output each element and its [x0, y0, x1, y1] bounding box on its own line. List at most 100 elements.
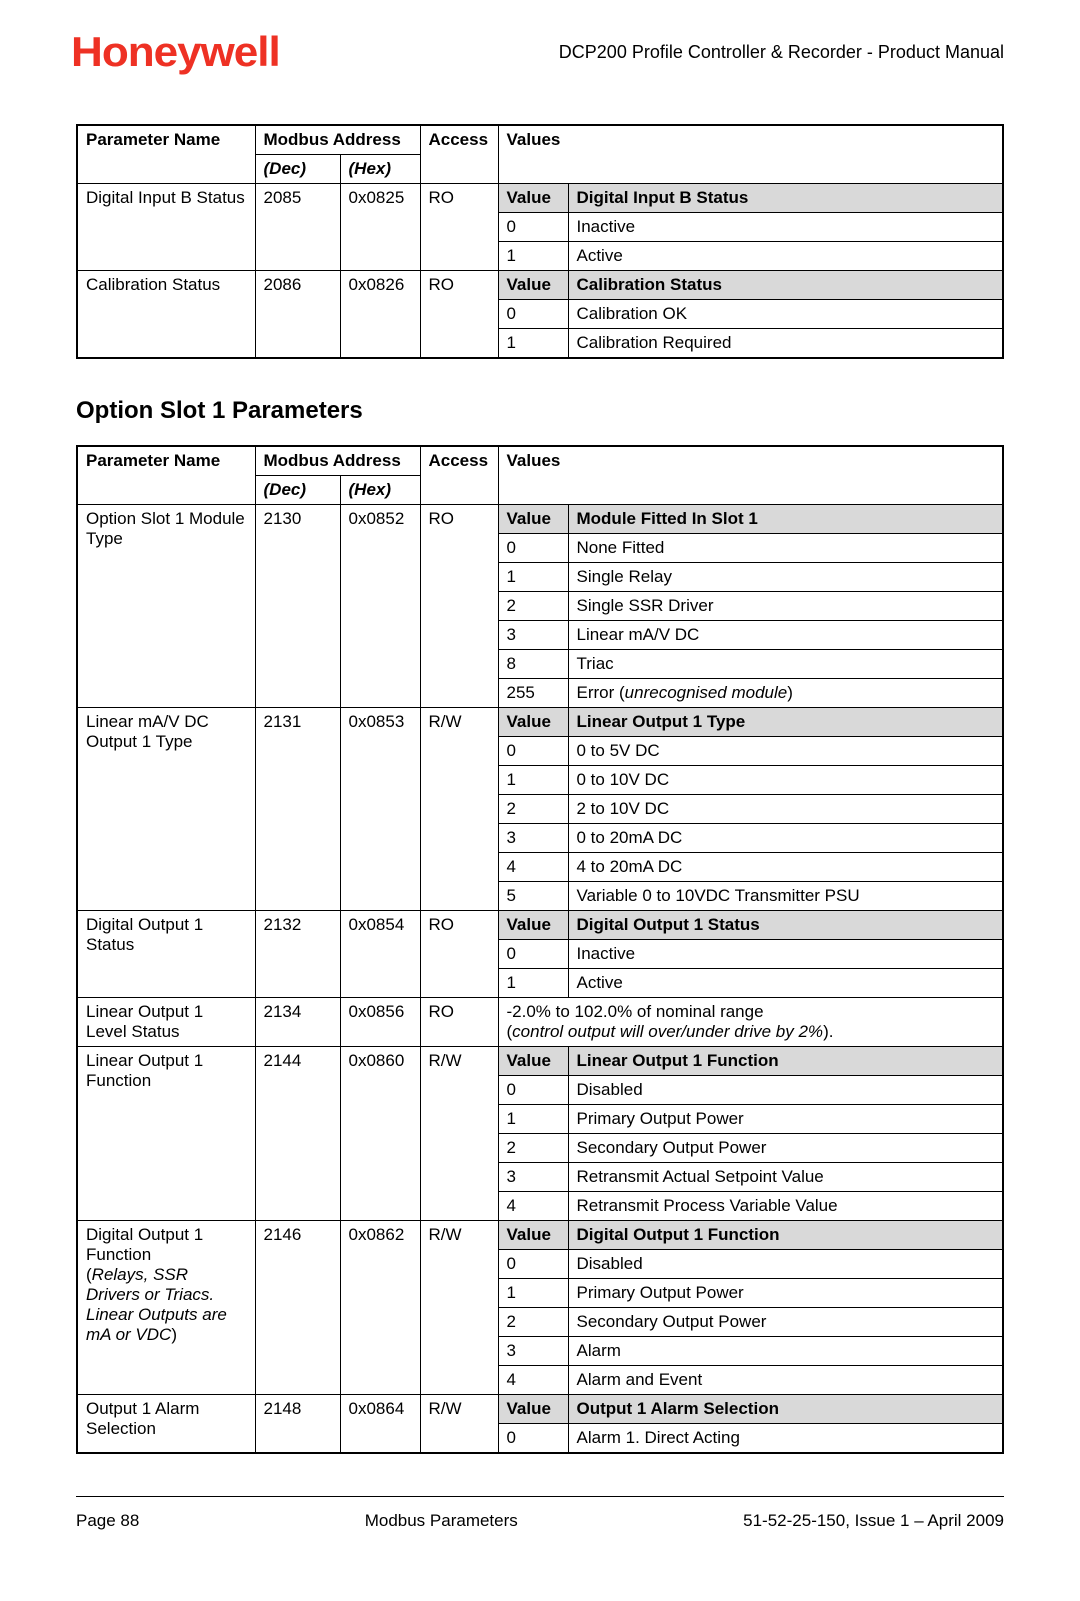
param-hex: 0x0864 [340, 1395, 420, 1454]
param-name: Linear Output 1 Level Status [77, 998, 255, 1047]
value-desc: Alarm [568, 1337, 1003, 1366]
value-desc: 0 to 5V DC [568, 737, 1003, 766]
value-header: Value [498, 505, 568, 534]
value-code: 1 [498, 242, 568, 271]
param-access: RO [420, 911, 498, 998]
value-code: 3 [498, 1337, 568, 1366]
value-desc-header: Digital Output 1 Status [568, 911, 1003, 940]
param-dec: 2130 [255, 505, 340, 708]
param-access: RO [420, 505, 498, 708]
param-name: Linear Output 1 Function [77, 1047, 255, 1221]
value-code: 2 [498, 1134, 568, 1163]
param-name: Linear mA/V DC Output 1 Type [77, 708, 255, 911]
value-desc-header: Module Fitted In Slot 1 [568, 505, 1003, 534]
param-dec: 2148 [255, 1395, 340, 1454]
value-code: 4 [498, 853, 568, 882]
value-code: 2 [498, 592, 568, 621]
param-name: Digital Input B Status [77, 184, 255, 271]
value-code: 2 [498, 795, 568, 824]
value-desc: Single Relay [568, 563, 1003, 592]
value-code: 255 [498, 679, 568, 708]
value-desc: Inactive [568, 213, 1003, 242]
value-desc: Inactive [568, 940, 1003, 969]
value-desc: Single SSR Driver [568, 592, 1003, 621]
page-footer: Page 88 Modbus Parameters 51-52-25-150, … [76, 1496, 1004, 1531]
col-dec-header: (Dec) [255, 155, 340, 184]
value-code: 1 [498, 1105, 568, 1134]
value-header: Value [498, 1047, 568, 1076]
value-desc: Calibration OK [568, 300, 1003, 329]
value-desc: Disabled [568, 1076, 1003, 1105]
value-desc: Calibration Required [568, 329, 1003, 359]
page: Honeywell DCP200 Profile Controller & Re… [0, 0, 1080, 1601]
value-code: 0 [498, 534, 568, 563]
value-desc: Active [568, 242, 1003, 271]
col-param-header: Parameter Name [77, 446, 255, 505]
param-access: RO [420, 184, 498, 271]
param-access: RO [420, 271, 498, 359]
value-desc: 4 to 20mA DC [568, 853, 1003, 882]
value-header: Value [498, 184, 568, 213]
value-desc: Primary Output Power [568, 1105, 1003, 1134]
value-code: 4 [498, 1366, 568, 1395]
value-desc: Variable 0 to 10VDC Transmitter PSU [568, 882, 1003, 911]
param-access: R/W [420, 1047, 498, 1221]
col-access-header: Access [420, 446, 498, 505]
param-name: Output 1 Alarm Selection [77, 1395, 255, 1454]
value-desc: Disabled [568, 1250, 1003, 1279]
param-access: R/W [420, 708, 498, 911]
value-code: 3 [498, 621, 568, 650]
value-desc-header: Calibration Status [568, 271, 1003, 300]
value-desc: None Fitted [568, 534, 1003, 563]
param-hex: 0x0826 [340, 271, 420, 359]
param-name: Digital Output 1 Status [77, 911, 255, 998]
value-code: 3 [498, 824, 568, 853]
param-hex: 0x0856 [340, 998, 420, 1047]
value-desc: Alarm and Event [568, 1366, 1003, 1395]
col-hex-header: (Hex) [340, 476, 420, 505]
honeywell-logo: Honeywell [71, 28, 280, 76]
param-access: R/W [420, 1221, 498, 1395]
value-code: 1 [498, 969, 568, 998]
document-title: DCP200 Profile Controller & Recorder - P… [559, 42, 1004, 63]
col-values-header: Values [498, 125, 1003, 184]
value-desc-header: Linear Output 1 Type [568, 708, 1003, 737]
param-access: RO [420, 998, 498, 1047]
parameter-table-1: Parameter NameModbus AddressAccessValues… [76, 124, 1004, 359]
value-desc: Triac [568, 650, 1003, 679]
value-desc-header: Output 1 Alarm Selection [568, 1395, 1003, 1424]
value-code: 0 [498, 300, 568, 329]
value-code: 1 [498, 563, 568, 592]
value-desc: 0 to 10V DC [568, 766, 1003, 795]
value-desc: Secondary Output Power [568, 1134, 1003, 1163]
param-hex: 0x0854 [340, 911, 420, 998]
value-header: Value [498, 708, 568, 737]
value-code: 3 [498, 1163, 568, 1192]
param-hex: 0x0825 [340, 184, 420, 271]
param-hex: 0x0862 [340, 1221, 420, 1395]
value-header: Value [498, 271, 568, 300]
value-header: Value [498, 1221, 568, 1250]
page-header: Honeywell DCP200 Profile Controller & Re… [76, 28, 1004, 76]
col-access-header: Access [420, 125, 498, 184]
value-header: Value [498, 1395, 568, 1424]
param-hex: 0x0853 [340, 708, 420, 911]
param-dec: 2086 [255, 271, 340, 359]
value-code: 2 [498, 1308, 568, 1337]
col-modbus-header: Modbus Address [255, 446, 420, 476]
value-code: 8 [498, 650, 568, 679]
param-dec: 2085 [255, 184, 340, 271]
section-title: Option Slot 1 Parameters [76, 397, 1004, 425]
value-desc: Retransmit Process Variable Value [568, 1192, 1003, 1221]
param-dec: 2146 [255, 1221, 340, 1395]
value-desc: Linear mA/V DC [568, 621, 1003, 650]
param-hex: 0x0852 [340, 505, 420, 708]
col-hex-header: (Hex) [340, 155, 420, 184]
value-code: 1 [498, 329, 568, 359]
param-name: Calibration Status [77, 271, 255, 359]
value-code: 0 [498, 1424, 568, 1454]
col-param-header: Parameter Name [77, 125, 255, 184]
value-desc: 0 to 20mA DC [568, 824, 1003, 853]
value-desc-header: Digital Output 1 Function [568, 1221, 1003, 1250]
param-dec: 2144 [255, 1047, 340, 1221]
